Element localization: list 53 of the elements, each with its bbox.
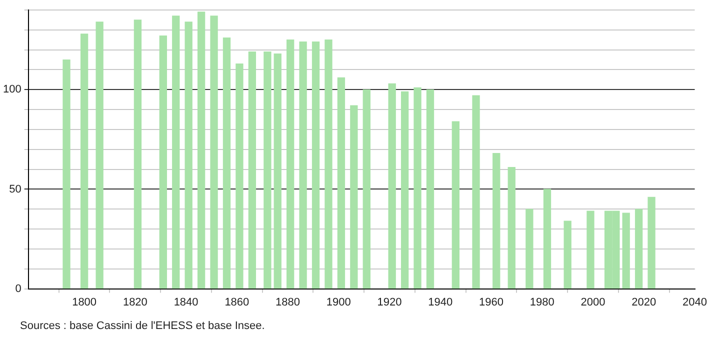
bar: [634, 208, 643, 289]
x-tick-label: 1820: [122, 296, 148, 308]
bar: [492, 153, 500, 289]
bar: [312, 42, 320, 289]
bar: [134, 20, 142, 289]
x-tick-label: 2020: [632, 296, 656, 308]
bar: [159, 36, 167, 289]
x-tick-label: 1900: [326, 296, 351, 308]
bar: [452, 121, 460, 289]
x-tick-label: 1940: [428, 296, 453, 308]
bar: [362, 89, 370, 289]
bar: [210, 16, 218, 289]
bar: [248, 51, 256, 289]
bar: [236, 63, 244, 289]
bar: [324, 40, 332, 289]
x-tick-label: 1860: [224, 296, 250, 308]
y-tick-label: 100: [2, 84, 22, 96]
bar: [526, 208, 534, 289]
bar: [414, 87, 422, 289]
bar: [400, 91, 409, 289]
bar: [274, 53, 282, 289]
bar: [543, 188, 552, 289]
bar: [197, 12, 206, 289]
bar: [286, 40, 294, 289]
bar: [388, 83, 396, 289]
x-tick-label: 2000: [580, 296, 606, 308]
bar: [648, 196, 656, 289]
bar: [337, 77, 346, 289]
bar: [172, 16, 180, 289]
bar: [264, 51, 272, 289]
bar: [96, 22, 104, 289]
bar: [472, 95, 480, 289]
bar: [184, 22, 192, 289]
x-tick-label: 1920: [377, 296, 402, 308]
bar: [564, 220, 572, 289]
bar: [426, 89, 434, 289]
x-tick-label: 1800: [72, 296, 97, 308]
y-tick-label: 0: [15, 282, 22, 295]
x-tick-label: 1960: [479, 296, 504, 308]
bar: [350, 105, 358, 289]
bar: [62, 59, 70, 289]
x-tick-label: 1880: [276, 296, 300, 308]
x-tick-label: 1980: [530, 296, 554, 308]
bar: [586, 210, 594, 289]
bar: [80, 34, 88, 289]
x-tick-label: 1840: [174, 296, 198, 308]
bar: [299, 42, 307, 289]
x-tick-label: 2040: [682, 296, 708, 308]
y-tick-label: 50: [9, 183, 22, 196]
bar: [622, 212, 630, 289]
source-note: Sources : base Cassini de l'EHESS et base Insee.: [20, 320, 265, 332]
bar: [508, 166, 516, 289]
bar: [222, 38, 231, 289]
